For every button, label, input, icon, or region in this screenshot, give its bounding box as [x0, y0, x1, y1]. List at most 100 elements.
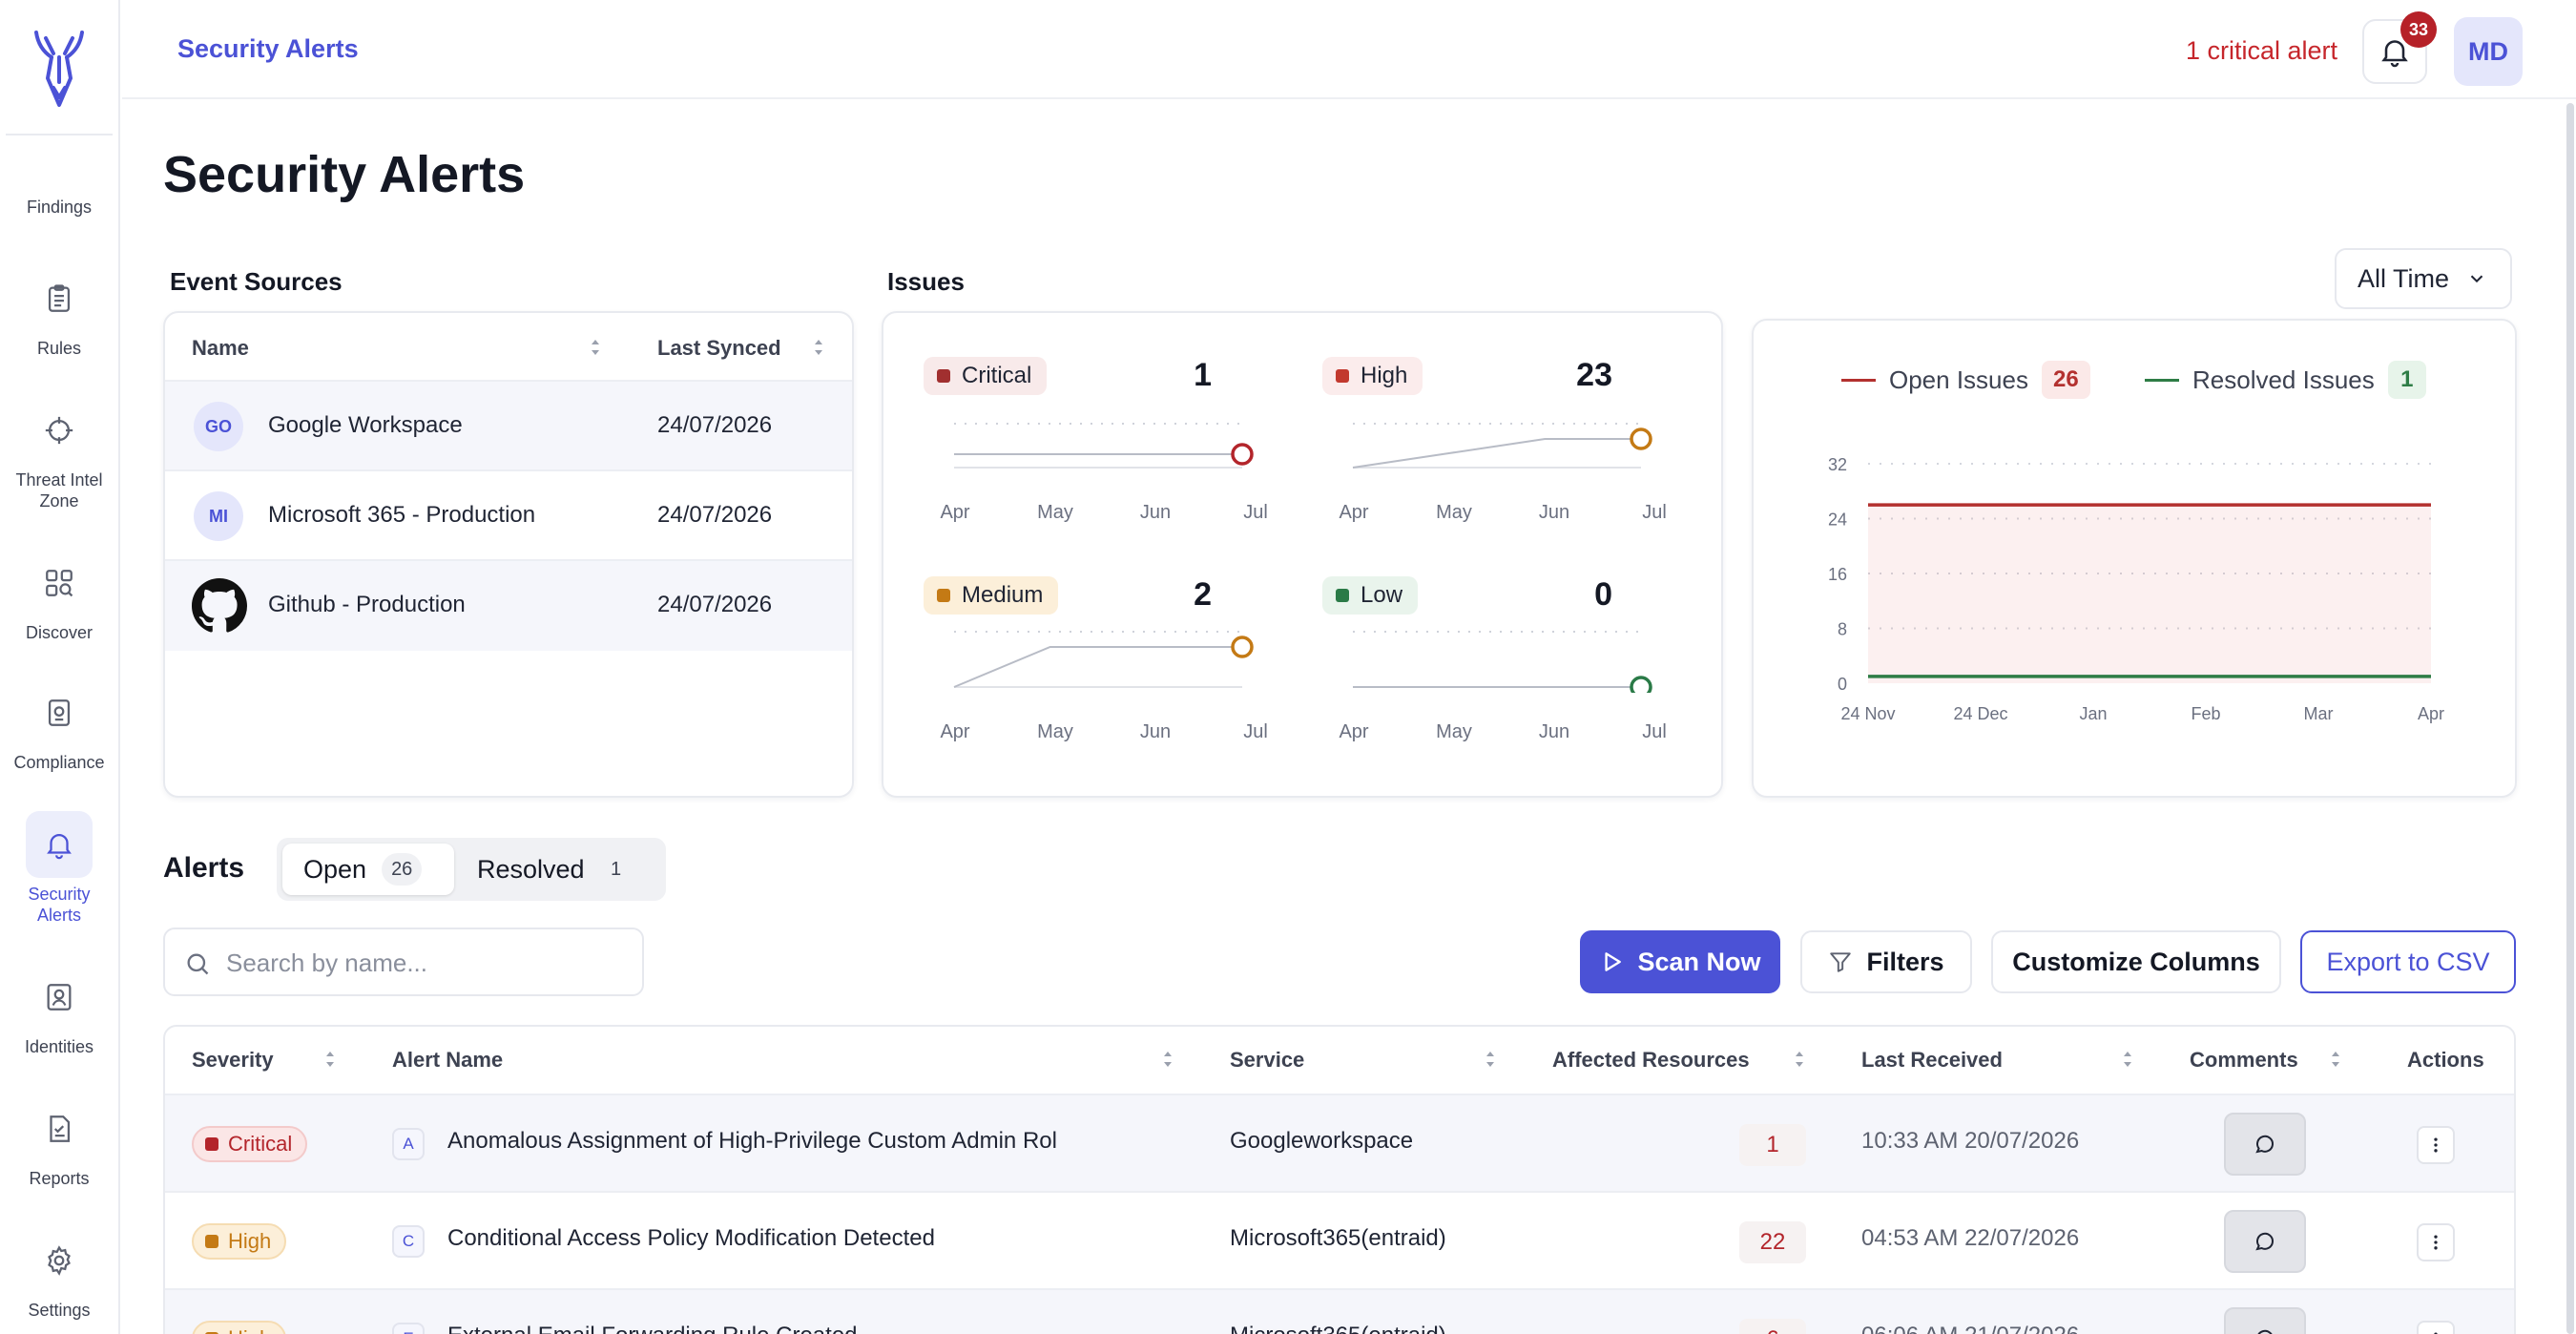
column-header-severity[interactable]: Severity — [192, 1048, 274, 1072]
more-vertical-icon — [2434, 1235, 2438, 1250]
column-header-last-synced[interactable]: Last Synced — [657, 336, 781, 360]
alert-name[interactable]: Anomalous Assignment of High-Privilege C… — [447, 1128, 1057, 1154]
source-name: Google Workspace — [268, 412, 463, 438]
sort-icon[interactable] — [2121, 1048, 2134, 1071]
column-header-comments[interactable]: Comments — [2190, 1048, 2298, 1072]
sort-icon[interactable] — [2329, 1048, 2342, 1071]
sidebar-item-discover[interactable]: Discover — [0, 550, 118, 643]
notifications-button[interactable]: 33 — [2362, 11, 2437, 84]
table-row[interactable]: Critical A Anomalous Assignment of High-… — [165, 1095, 2514, 1193]
event-sources-card: Name Last Synced GO Google Workspace 24/… — [163, 311, 854, 798]
severity-dot — [937, 589, 950, 602]
event-sources-title: Event Sources — [170, 267, 343, 296]
source-last-synced: 24/07/2026 — [657, 412, 773, 438]
column-header-affected-resources[interactable]: Affected Resources — [1552, 1048, 1750, 1072]
table-header: Severity Alert Name Service Affected Res… — [165, 1027, 2514, 1095]
low-trend-sparkline — [1353, 631, 1652, 693]
event-source-row[interactable]: GO Google Workspace 24/07/2026 — [165, 382, 852, 471]
month-label: May — [1436, 721, 1472, 742]
sidebar-item-label: Threat Intel Zone — [15, 470, 103, 511]
sort-icon[interactable] — [1484, 1048, 1497, 1071]
legend-swatch — [2145, 378, 2179, 382]
affected-resources-count[interactable]: 22 — [1739, 1221, 1806, 1263]
time-range-select[interactable]: All Time — [2335, 248, 2512, 309]
column-header-actions: Actions — [2407, 1048, 2484, 1072]
severity-pill-high: High — [1322, 357, 1423, 395]
source-name: Github - Production — [268, 592, 466, 617]
scrollbar-thumb[interactable] — [2566, 103, 2574, 1334]
export-csv-button[interactable]: Export to CSV — [2300, 930, 2516, 993]
row-actions-button[interactable] — [2417, 1223, 2455, 1261]
sidebar-item-threat-intel-zone[interactable]: Threat Intel Zone — [0, 397, 118, 511]
column-header-last-received[interactable]: Last Received — [1861, 1048, 2003, 1072]
month-label: May — [1436, 502, 1472, 523]
alert-type-icon: E — [392, 1323, 425, 1334]
sidebar-item-identities[interactable]: Identities — [0, 964, 118, 1057]
comment-icon — [2255, 1135, 2274, 1154]
sidebar-item-reports[interactable]: Reports — [0, 1095, 118, 1189]
comments-button[interactable] — [2224, 1210, 2306, 1273]
column-header-name[interactable]: Name — [192, 336, 249, 360]
sort-icon[interactable] — [323, 1048, 337, 1071]
event-source-row[interactable]: Github - Production 24/07/2026 — [165, 561, 852, 651]
page-scrollbar[interactable] — [2565, 103, 2576, 1334]
sidebar-item-rules[interactable]: Rules — [0, 265, 118, 359]
sidebar-item-findings[interactable]: Findings — [0, 191, 118, 218]
column-header-alert-name[interactable]: Alert Name — [392, 1048, 504, 1072]
sort-icon[interactable] — [589, 336, 602, 359]
scan-now-button[interactable]: Scan Now — [1580, 930, 1780, 993]
issues-trend-card: Open Issues 26 Resolved Issues 1 32 24 16 8… — [1752, 319, 2517, 798]
severity-dot — [205, 1137, 218, 1151]
sort-icon[interactable] — [812, 336, 825, 359]
severity-badge: Critical — [192, 1126, 308, 1162]
severity-dot — [1336, 369, 1349, 383]
month-label: Jul — [1243, 502, 1268, 523]
source-last-synced: 24/07/2026 — [657, 502, 773, 528]
sparkline-line — [1352, 438, 1641, 469]
alert-service: Googleworkspace — [1230, 1128, 1414, 1154]
comments-button[interactable] — [2224, 1113, 2306, 1176]
source-last-synced: 24/07/2026 — [657, 592, 773, 617]
chevron-down-icon — [2470, 275, 2483, 283]
event-source-row[interactable]: MI Microsoft 365 - Production 24/07/2026 — [165, 471, 852, 561]
affected-resources-count[interactable]: 1 — [1739, 1124, 1806, 1166]
table-row[interactable]: High E External Email Forwarding Rule Cr… — [165, 1290, 2514, 1334]
alert-name[interactable]: External Email Forwarding Rule Created — [447, 1323, 858, 1334]
customize-columns-button[interactable]: Customize Columns — [1991, 930, 2281, 993]
button-label: Export to CSV — [2326, 947, 2490, 976]
affected-resources-count[interactable]: 6 — [1739, 1319, 1806, 1334]
tab-label: Resolved — [477, 854, 585, 884]
search-input[interactable] — [226, 947, 627, 979]
table-row[interactable]: High C Conditional Access Policy Modific… — [165, 1193, 2514, 1290]
column-header-service[interactable]: Service — [1230, 1048, 1305, 1072]
alert-name[interactable]: Conditional Access Policy Modification D… — [447, 1225, 935, 1251]
month-label: May — [1037, 502, 1073, 523]
row-actions-button[interactable] — [2417, 1126, 2455, 1164]
x-tick-label: 24 Nov — [1840, 704, 1895, 723]
user-avatar[interactable]: MD — [2454, 17, 2523, 86]
tab-open[interactable]: Open 26 — [282, 844, 454, 895]
critical-alert-indicator[interactable]: 1 critical alert — [2185, 36, 2337, 65]
x-tick-label: Jan — [2079, 704, 2107, 723]
sidebar-item-compliance[interactable]: Compliance — [0, 679, 118, 773]
comments-button[interactable] — [2224, 1307, 2306, 1334]
sort-icon[interactable] — [1161, 1048, 1174, 1071]
alert-service: Microsoft365(entraid) — [1230, 1225, 1446, 1251]
search-box[interactable] — [163, 928, 644, 996]
breadcrumb-title[interactable]: Security Alerts — [177, 34, 359, 63]
sparkline-last-point — [1231, 636, 1254, 658]
sidebar-item-security-alerts[interactable]: Security Alerts — [0, 811, 118, 926]
row-actions-button[interactable] — [2417, 1321, 2455, 1334]
severity-badge: High — [192, 1321, 287, 1334]
sidebar-item-settings[interactable]: Settings — [0, 1227, 118, 1321]
sort-icon[interactable] — [1793, 1048, 1806, 1071]
tab-resolved[interactable]: Resolved 1 — [464, 844, 654, 895]
month-label: Jul — [1642, 721, 1667, 742]
severity-dot — [205, 1332, 218, 1334]
y-tick-label: 24 — [1828, 511, 1847, 530]
issues-title: Issues — [887, 267, 965, 296]
filters-button[interactable]: Filters — [1800, 930, 1972, 993]
legend-open-issues: Open Issues 26 — [1841, 361, 2090, 399]
alert-service: Microsoft365(entraid) — [1230, 1323, 1446, 1334]
medium-trend-sparkline — [953, 631, 1254, 688]
